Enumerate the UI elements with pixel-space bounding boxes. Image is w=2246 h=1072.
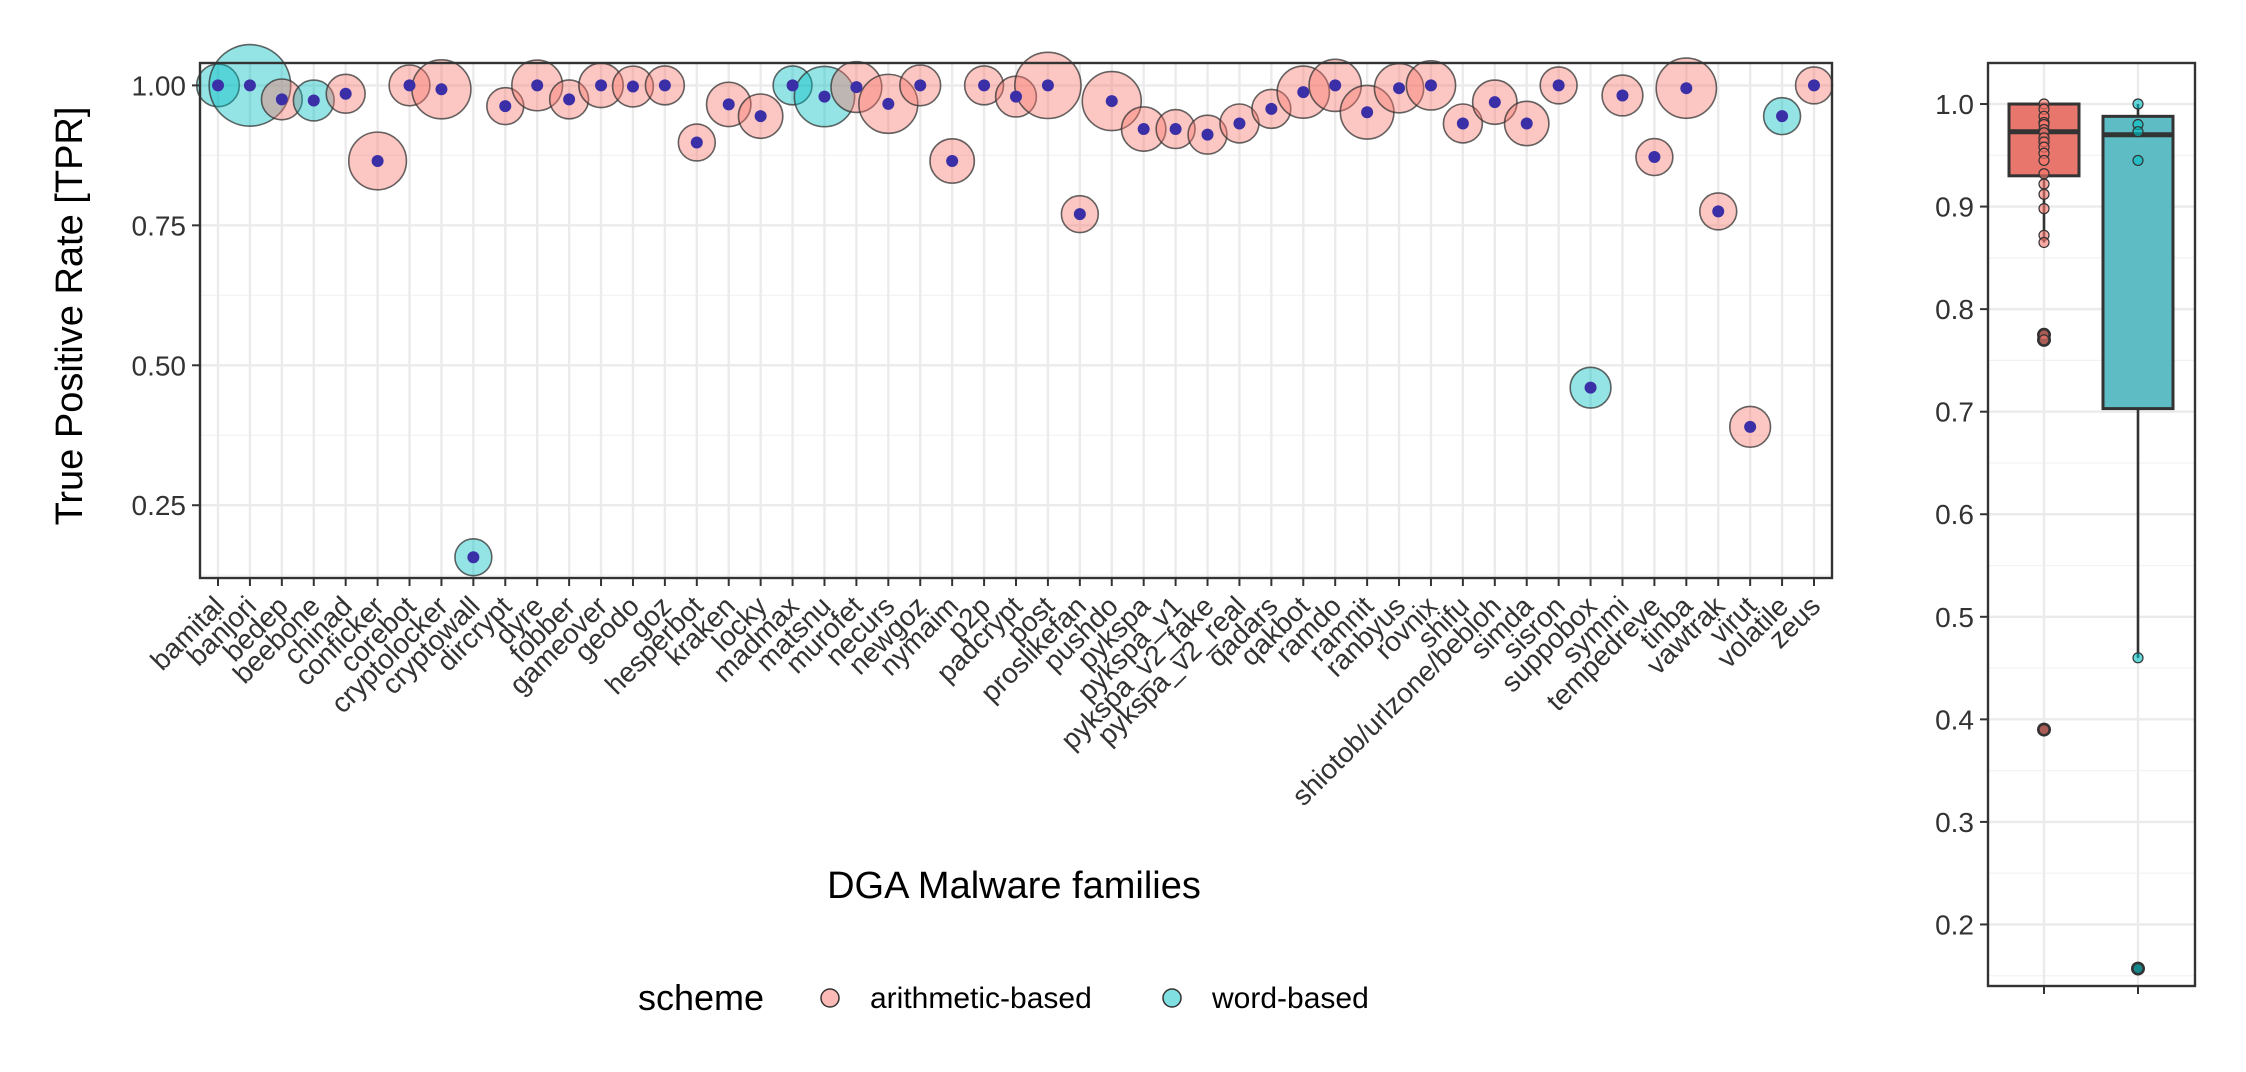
point-tempedreve: [1648, 151, 1661, 164]
point-virut: [1744, 420, 1757, 433]
point-matsnu: [818, 90, 831, 103]
jitter-point-arithmetic: [2038, 188, 2050, 200]
jitter-point-arithmetic: [2038, 178, 2050, 190]
y-tick-label: 0.75: [132, 210, 187, 241]
jitter-point-arithmetic: [2038, 203, 2050, 215]
point-padcrypt: [1010, 90, 1022, 103]
y-tick-label: 0.5: [1935, 602, 1974, 633]
point-geodo: [626, 80, 639, 93]
legend-title: scheme: [638, 977, 764, 1018]
point-cryptolocker: [435, 83, 448, 96]
point-goz: [658, 79, 671, 92]
jitter-point-word: [2132, 962, 2144, 975]
y-tick-label: 0.3: [1935, 807, 1974, 838]
point-zeus: [1808, 79, 1820, 92]
jitter-point-arithmetic: [2038, 334, 2050, 346]
jitter-point-word: [2132, 126, 2144, 138]
point-shiotob-urlzone-bebloh: [1488, 96, 1501, 109]
point-bedep: [275, 93, 288, 106]
point-pykspa: [1137, 123, 1150, 136]
point-pushdo: [1105, 95, 1118, 108]
y-tick-label: 0.25: [132, 490, 187, 521]
point-symmi: [1616, 89, 1629, 102]
legend-key-word: [1162, 988, 1182, 1008]
jitter-point-word: [2132, 154, 2144, 167]
point-locky: [754, 110, 767, 123]
point-gameover: [595, 79, 608, 92]
point-pykspa-v2-real: [1233, 117, 1246, 130]
legend: scheme arithmetic-based word-based: [638, 977, 1369, 1018]
point-p2p: [978, 79, 991, 92]
point-qakbot: [1297, 86, 1310, 99]
legend-label-arithmetic: arithmetic-based: [870, 982, 1092, 1015]
point-ranbyus: [1393, 82, 1406, 95]
y-tick-label: 1.0: [1935, 89, 1974, 120]
point-volatile: [1776, 110, 1789, 123]
point-pykspa-v1: [1169, 123, 1182, 136]
y-tick-label: 0.6: [1935, 499, 1974, 530]
point-proslikefan: [1073, 208, 1086, 221]
point-fobber: [563, 93, 576, 106]
point-necurs: [882, 97, 895, 110]
point-murofet: [850, 81, 863, 94]
point-dyre: [531, 79, 544, 92]
y-tick-label: 1.00: [132, 70, 187, 101]
point-newgoz: [914, 79, 927, 92]
point-dircrypt: [499, 100, 512, 113]
jitter-point-arithmetic: [2038, 236, 2050, 249]
point-pykspa-v2-fake: [1201, 128, 1214, 141]
point-sisron: [1552, 79, 1565, 92]
jitter-point-word: [2132, 98, 2144, 110]
y-tick-label: 0.2: [1935, 909, 1974, 940]
scatter-panel: 0.250.500.751.00bamitalbanjoribedepbeebo…: [132, 43, 1834, 811]
point-qadars: [1265, 102, 1278, 115]
x-axis-title: DGA Malware families: [827, 865, 1201, 907]
point-madmax: [786, 79, 799, 92]
y-tick-label: 0.7: [1935, 397, 1974, 428]
point-kraken: [722, 98, 735, 111]
legend-key-arithmetic: [820, 988, 840, 1008]
point-ramdo: [1329, 79, 1342, 92]
point-simda: [1520, 117, 1533, 130]
boxplot-panel: 0.2 0.3 0.4 0.5 0.6 0.7 0.8 0.9 1.0: [1935, 61, 2197, 994]
point-bamital: [212, 79, 224, 92]
jitter-point-arithmetic: [2038, 168, 2050, 180]
point-conficker: [371, 154, 384, 167]
point-shifu: [1456, 117, 1469, 130]
legend-label-word: word-based: [1211, 982, 1369, 1015]
point-cryptowall: [467, 551, 480, 564]
y-tick-label: 0.50: [132, 350, 187, 381]
y-tick-label: 0.8: [1935, 294, 1974, 325]
point-ramnit: [1361, 106, 1374, 119]
jitter-point-arithmetic: [2038, 154, 2050, 167]
jitter-point-arithmetic: [2038, 724, 2050, 736]
y-tick-label: 0.9: [1935, 192, 1974, 223]
point-chinad: [339, 87, 352, 100]
point-banjori: [243, 79, 256, 92]
point-corebot: [403, 79, 416, 92]
boxplot-panel-border: [1986, 61, 2197, 988]
point-rovnix: [1424, 79, 1437, 92]
y-tick-label: 0.4: [1935, 704, 1974, 735]
point-beebone: [307, 94, 320, 107]
point-suppobox: [1584, 381, 1597, 394]
point-tinba: [1680, 82, 1693, 95]
point-post: [1041, 79, 1054, 92]
point-hesperbot: [690, 136, 703, 149]
point-vawtrak: [1712, 205, 1725, 218]
y-axis-title: True Positive Rate [TPR]: [49, 107, 91, 526]
point-nymaim: [946, 154, 959, 167]
jitter-point-word: [2132, 652, 2144, 664]
